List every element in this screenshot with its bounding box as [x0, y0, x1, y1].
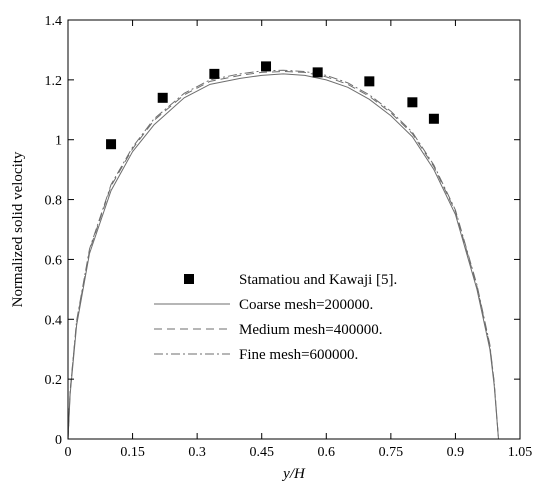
x-tick-label: 0.15	[120, 445, 145, 460]
plot-frame	[67, 19, 521, 440]
y-tick-label: 0	[55, 433, 62, 448]
legend: Stamatiou and Kawaji [5]. Coarse mesh=200…	[154, 272, 397, 363]
y-tick-label: 0.4	[45, 313, 63, 328]
legend-label: Stamatiou and Kawaji [5].	[239, 272, 397, 288]
legend-label: Medium mesh=400000.	[239, 322, 382, 338]
data-point	[407, 97, 418, 108]
x-tick-label: 0.9	[447, 445, 465, 460]
data-point	[364, 76, 375, 87]
legend-marker	[184, 274, 194, 284]
data-point	[106, 139, 117, 150]
y-tick-label: 0.8	[45, 194, 63, 209]
series-line-2	[67, 70, 499, 440]
x-tick-label: 0.3	[188, 445, 206, 460]
y-axis-title: Normalized solid velocity	[10, 151, 26, 307]
x-tick-label: 0.45	[249, 445, 274, 460]
data-point	[209, 68, 220, 79]
data-point	[261, 61, 272, 72]
series-markers	[106, 61, 439, 150]
data-point	[428, 113, 439, 124]
y-tick-label: 1	[55, 134, 62, 149]
legend-label: Fine mesh=600000.	[239, 347, 358, 363]
x-tick-label: 0	[65, 445, 72, 460]
y-tick-label: 1.2	[45, 74, 63, 89]
x-axis-title: y/H	[281, 466, 306, 482]
x-tick-label: 0.6	[318, 445, 336, 460]
data-point	[157, 92, 168, 103]
y-tick-label: 0.6	[45, 253, 63, 268]
data-point	[312, 67, 323, 78]
y-tick-label: 0.2	[45, 373, 63, 388]
y-tick-label: 1.4	[45, 14, 63, 29]
axis-ticks: 0 0.15 0.3 0.45 0.6 0.75 0.9 1.05 0 0.2 0.4 0.6 0.8 1…	[45, 14, 533, 460]
series-lines	[67, 69, 499, 440]
series-line-3	[67, 69, 499, 440]
series-line-1	[67, 73, 499, 440]
x-tick-label: 1.05	[508, 445, 533, 460]
legend-label: Coarse mesh=200000.	[239, 297, 373, 313]
x-tick-label: 0.75	[379, 445, 404, 460]
